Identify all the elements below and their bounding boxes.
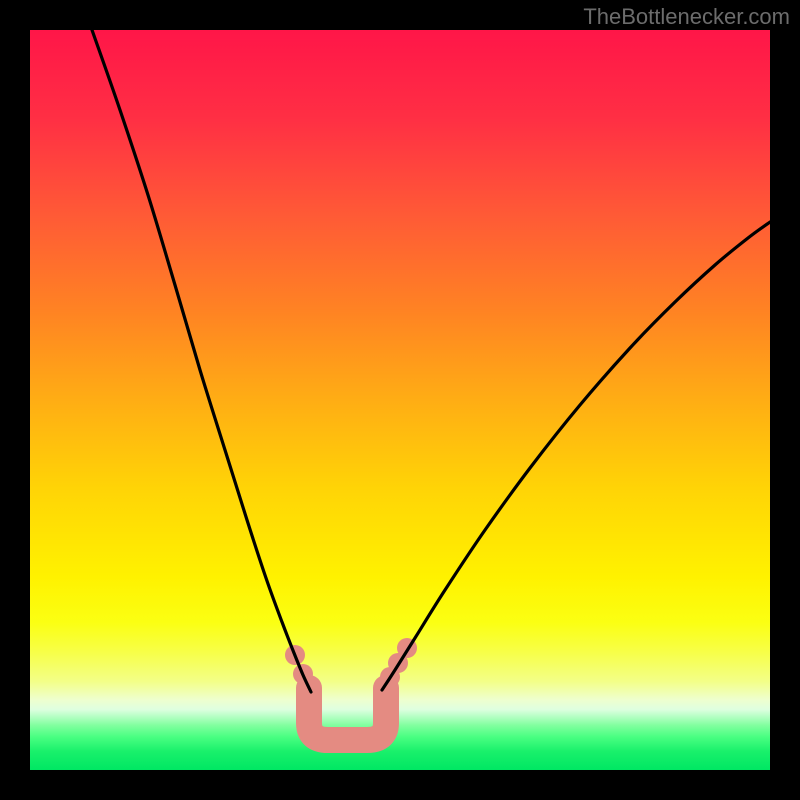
bottom-u-marker xyxy=(309,688,386,740)
curve-overlay xyxy=(30,30,770,770)
curve-right-arm xyxy=(382,222,770,690)
plot-area xyxy=(30,30,770,770)
curve-left-arm xyxy=(92,30,311,692)
watermark-text: TheBottlenecker.com xyxy=(583,4,790,30)
